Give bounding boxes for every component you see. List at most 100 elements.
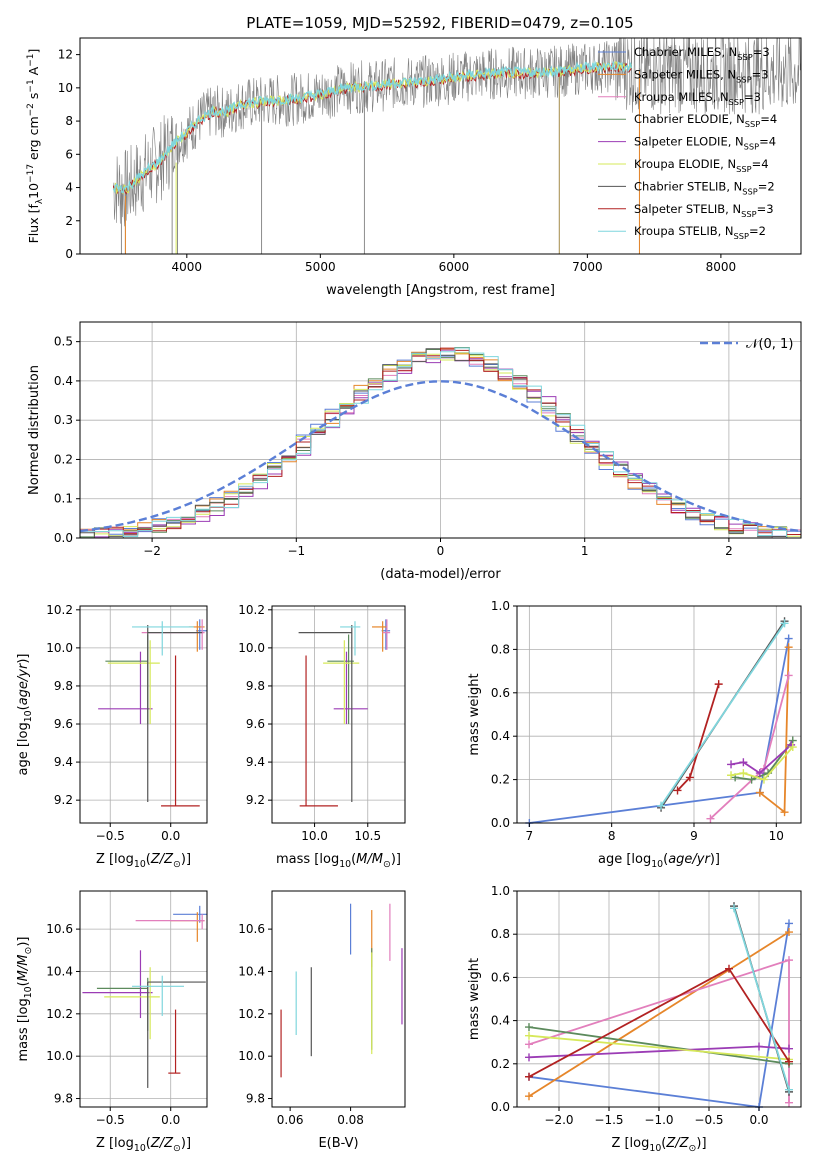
errorbar-kroupa-elodie [104,967,160,1040]
point-marker [784,671,793,680]
point-marker [714,680,723,689]
point-marker [525,1031,533,1040]
y-tick-label: 10.4 [46,964,73,978]
series-salpeter-miles [525,928,793,1101]
label-part: Chabrier ELODIE, N [634,112,745,126]
series-kroupa-stelib [730,904,793,1094]
x-tick-label: 7 [526,829,534,843]
label-part: Kroupa ELODIE, N [634,157,736,171]
label-part: 10 [649,1143,661,1154]
point-marker [788,743,797,752]
y-tick-label: 0.0 [491,1100,510,1114]
label-part: age/yr [668,852,711,867]
x-tick-label: 0.08 [337,1113,364,1127]
label-part: 10 [339,859,351,870]
point-marker [706,814,715,823]
axes-frame [79,890,208,1108]
y-tick-label: 10 [58,81,73,95]
y-tick-label: 10.0 [46,641,73,655]
x-tick-label: 0 [437,544,445,558]
label-part: ( [146,1136,151,1151]
model-curve [112,59,633,194]
x-tick-label: −0.5 [694,1113,723,1127]
label-part: SSP [736,74,751,84]
x-axis-label: Z [log10(Z/Z⊙)] [611,1136,706,1154]
x-tick-label: −0.5 [96,829,125,843]
label-part: )] [181,1136,191,1151]
point-marker [784,634,793,643]
x-tick-label: −1 [287,544,305,558]
label-part: )] [181,852,191,867]
x-axis-label: wavelength [Angstrom, rest frame] [326,283,555,298]
label-part: age [log [598,852,651,867]
x-axis-label: Z [log10(Z/Z⊙)] [96,1136,191,1154]
label-part: M/M [356,852,383,867]
point-marker [780,808,789,817]
panel-mass_vs_Z: −0.5 0.09.810.010.210.410.6Z [log10(Z/Z⊙)… [16,890,208,1154]
y-tick-label: 9.4 [54,755,73,769]
figure-title: PLATE=1059, MJD=52592, FIBERID=0479, z=0… [246,14,633,32]
point-marker [755,1042,763,1051]
x-tick-label: 10.5 [354,829,381,843]
label-part: SSP [741,209,756,219]
axes-frame [516,605,802,824]
x-tick-label: −1.0 [644,1113,673,1127]
point-marker [727,771,736,780]
label-part: =4 [760,112,777,126]
label-part: =3 [757,202,774,216]
y-tick-label: 0.5 [54,335,73,349]
label-part: =3 [753,45,770,59]
point-marker [780,619,789,628]
histogram-kroupa-stelib [80,347,801,538]
series-line [730,746,794,781]
y-tick-label: 10.6 [238,922,265,936]
label-part: =2 [749,224,766,238]
label-part: ( [351,852,356,867]
label-part: SSP [737,52,752,62]
label-part: Kroupa MILES, N [634,90,729,104]
x-tick-label: 10.0 [301,829,328,843]
label-part: ⊙ [173,1143,181,1154]
y-tick-label: 9.6 [54,717,73,731]
x-tick-label: 1 [581,544,589,558]
label-part: mass [log [16,998,31,1061]
point-marker [759,775,768,784]
label-part: Z [log [96,852,134,867]
panel-weight_vs_Z: −2.0 −1.5 −1.0 −0.5 0.0 0.0 0.2 0.4 0.6 0.8 1.0 Z [… [467,884,802,1154]
label-part: )] [391,852,401,867]
y-tick-label: 0.3 [54,413,73,427]
errorbar-kroupa-elodie [107,640,160,725]
x-tick-label: 7000 [572,260,603,274]
y-tick-label: 0.2 [491,773,510,787]
legend-entry: Salpeter MILES, NSSP=3 [634,67,769,84]
errorbar-kroupa-stelib [340,621,361,656]
y-tick-label: 0.6 [491,686,510,700]
x-tick-label: 6000 [439,260,470,274]
label-part: =3 [752,67,769,81]
point-marker [785,928,793,937]
errorbar-salpeter-elodie [98,651,153,725]
y-axis-label: age [log10(age/yr)] [16,653,34,775]
label-part: age [log [16,722,31,775]
errorbar-salpeter-stelib [299,655,338,807]
x-tick-label: 8 [608,829,616,843]
errorbar-salpeter-elodie [82,950,153,1019]
y-tick-label: 9.6 [246,717,265,731]
label-part: SSP [729,97,744,107]
y-tick-label: 0.4 [491,1014,510,1028]
point-marker [525,1092,533,1101]
y-tick-label: 10.6 [46,922,73,936]
y-axis-label: mass weight [467,673,482,755]
label-part: Z/Z [665,1136,689,1151]
label-part: Salpeter ELODIE, N [634,135,744,149]
y-tick-label: 6 [65,147,73,161]
series-line [730,744,792,775]
axes-frame [79,605,208,824]
legend-entry: Chabrier ELODIE, NSSP=4 [634,112,777,129]
label-part: SSP [745,119,760,129]
point-marker [685,773,694,782]
label-part: 10 [26,183,41,199]
label-part: Z/Z [150,1136,174,1151]
label-part: =4 [759,135,776,149]
x-axis-label: Z [log10(Z/Z⊙)] [96,852,191,870]
